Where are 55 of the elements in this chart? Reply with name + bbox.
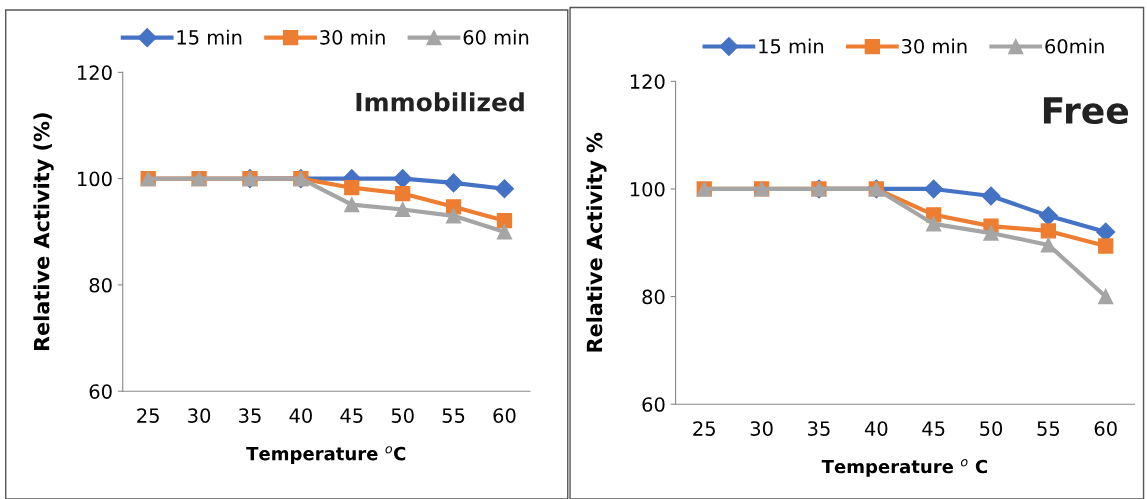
y-axis-title: Relative Activity % — [586, 132, 607, 352]
point — [496, 212, 513, 229]
y-tick-label: 80 — [89, 277, 112, 293]
x-axis-title: Temperature $^{o}$ C — [821, 459, 987, 477]
point — [496, 224, 513, 240]
x-tick-label: 25 — [693, 421, 715, 436]
point — [445, 208, 462, 224]
point — [444, 173, 464, 193]
x-tick-label: 45 — [922, 421, 945, 436]
point — [1098, 238, 1114, 254]
y-tick-label: 100 — [78, 171, 112, 187]
chart-title: Free — [1043, 97, 1129, 125]
y-axis-title: Relative Activity (%) — [33, 113, 54, 351]
y-tick-label: 60 — [642, 397, 665, 412]
x-tick-label: 55 — [442, 408, 465, 423]
point — [1040, 223, 1056, 239]
legend-label: 60 min — [463, 29, 529, 45]
point — [983, 225, 999, 241]
point — [924, 179, 944, 199]
legend-label: 30 min — [902, 38, 967, 54]
point — [344, 180, 360, 196]
x-tick-label: 60 — [493, 408, 516, 423]
x-tick-label: 35 — [239, 408, 261, 423]
legend-label: 60min — [1045, 38, 1104, 54]
point — [1038, 206, 1058, 226]
x-tick-label: 45 — [340, 408, 363, 423]
legend-label: 30 min — [320, 29, 385, 45]
y-tick-label: 100 — [630, 181, 665, 197]
y-tick-label: 120 — [630, 74, 665, 89]
x-tick-label: 30 — [188, 408, 211, 423]
point — [393, 169, 413, 189]
y-tick-label: 120 — [78, 65, 112, 81]
y-tick-label: 60 — [89, 384, 112, 399]
x-axis-title: Temperature $^{o}$C — [246, 446, 406, 464]
x-tick-label: 55 — [1037, 421, 1060, 436]
point — [344, 197, 360, 213]
x-tick-label: 50 — [980, 421, 1003, 436]
point — [395, 201, 411, 218]
point — [981, 186, 1001, 206]
x-tick-label: 30 — [750, 421, 773, 436]
y-tick-label: 80 — [642, 289, 665, 305]
legend-label: 15 min — [177, 29, 242, 45]
text: Immobilized — [356, 92, 524, 112]
x-tick-label: 40 — [864, 421, 888, 436]
x-tick-label: 35 — [808, 421, 830, 436]
x-tick-label: 60 — [1094, 421, 1117, 436]
legend-label: 15 min — [759, 38, 824, 54]
point — [926, 216, 942, 232]
x-tick-label: 25 — [137, 408, 159, 423]
point — [494, 179, 514, 199]
x-tick-label: 40 — [289, 408, 312, 423]
point — [1040, 237, 1056, 253]
point — [1098, 288, 1114, 305]
x-tick-label: 50 — [391, 408, 414, 423]
point — [395, 185, 411, 202]
